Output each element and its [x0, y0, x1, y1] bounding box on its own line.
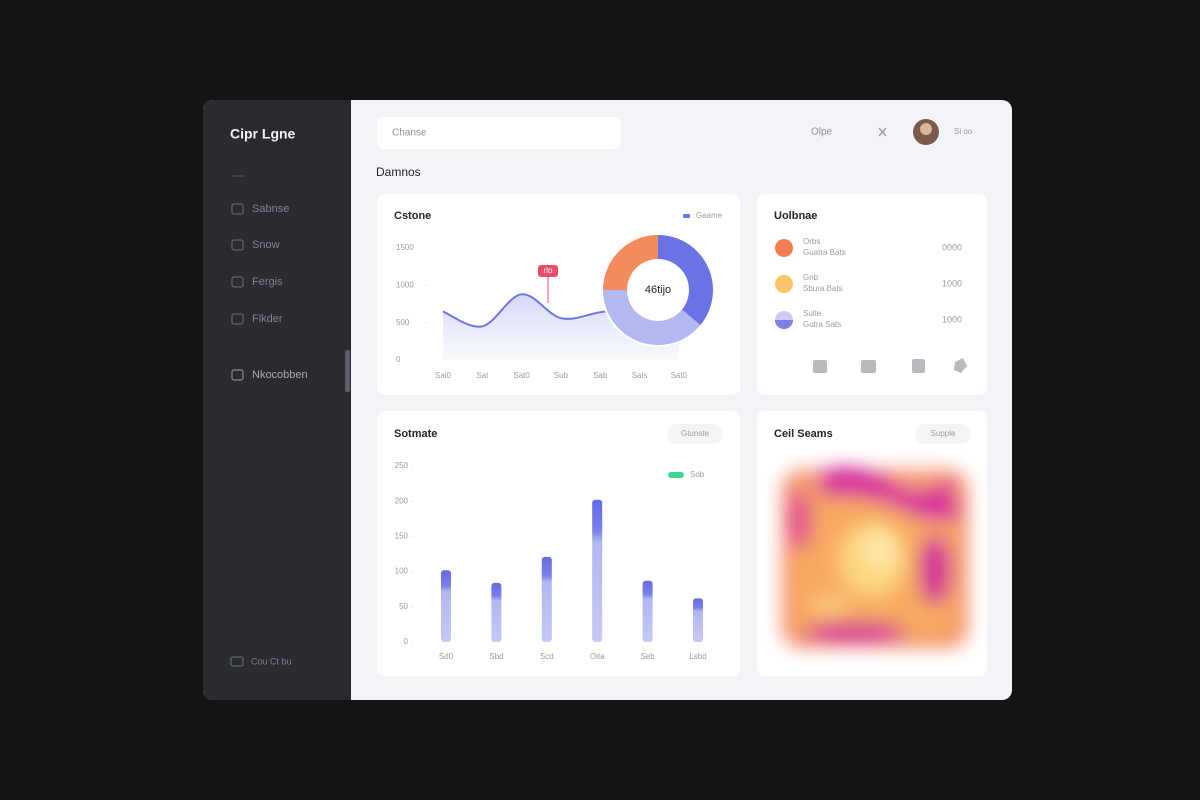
heatmap — [782, 466, 968, 648]
bar — [693, 598, 703, 642]
x-tick-label: Seb — [640, 652, 655, 661]
icon[interactable] — [954, 358, 967, 373]
card-title: Sotmate — [394, 428, 437, 440]
sidebar — [203, 100, 351, 700]
icon-row — [813, 358, 967, 373]
y-tick-label: 1500 — [396, 243, 414, 252]
item-detail: Guatra Bats — [803, 248, 846, 257]
search-box[interactable] — [377, 117, 621, 149]
y-tick-label: 0 — [396, 355, 401, 364]
menu-icon — [231, 203, 244, 215]
item-name: Gnb — [803, 273, 819, 282]
menu-item[interactable]: Flkder — [252, 313, 283, 325]
x-tick-label: Sat0 — [671, 371, 688, 380]
card-title: Cstone — [394, 210, 431, 222]
item-value: 1000 — [942, 278, 962, 288]
menu-icon — [231, 276, 244, 288]
x-tick-label: Sub — [554, 371, 569, 380]
x-tick-label: Sals — [632, 371, 648, 380]
x-tick-label: Lsbd — [689, 652, 706, 661]
close-icon[interactable] — [878, 127, 887, 137]
x-tick-label: Sab — [593, 371, 608, 380]
item-detail: Sbura Bats — [803, 284, 843, 293]
bar — [642, 580, 653, 642]
x-tick-label: Sat — [476, 371, 489, 380]
annotation-pill — [538, 265, 558, 277]
x-tick-label: Oita — [590, 652, 605, 661]
y-tick-label: 150 — [395, 532, 409, 541]
y-tick-label: 100 — [395, 567, 409, 576]
header-link[interactable]: Olpe — [811, 127, 833, 138]
annotation: rlo — [544, 266, 553, 275]
menu-icon — [231, 239, 244, 251]
x-tick-label: Sbd — [489, 652, 503, 661]
icon[interactable] — [813, 360, 827, 373]
menu-item[interactable]: Snow — [252, 239, 280, 251]
legend-label: Gaame — [696, 211, 723, 220]
y-tick-label: 0 — [404, 637, 409, 646]
list-dot — [775, 275, 793, 293]
list-dot-half — [775, 320, 793, 329]
y-tick-label: 250 — [395, 461, 409, 470]
y-tick-label: 50 — [399, 602, 408, 611]
icon[interactable] — [912, 359, 925, 373]
legend-swatch — [683, 214, 690, 218]
button-label[interactable]: Gtunste — [681, 429, 710, 438]
bar — [541, 556, 552, 642]
search-placeholder: Chanse — [392, 128, 427, 139]
section-title: Damnos — [376, 165, 421, 179]
card — [377, 411, 740, 676]
menu-icon — [231, 369, 244, 381]
button-label[interactable]: Supple — [931, 429, 956, 438]
y-tick-label: 200 — [395, 496, 409, 505]
menu-item[interactable]: Sabnse — [252, 203, 289, 215]
bar — [441, 570, 451, 642]
item-name: Orbs — [803, 237, 820, 246]
list-dot — [775, 239, 793, 257]
brand: Cipr Lgne — [230, 126, 296, 142]
button[interactable] — [667, 424, 723, 444]
legend-label: Sob — [690, 470, 705, 479]
avatar-face — [920, 123, 932, 135]
donut-center: 46tijo — [645, 284, 671, 296]
y-tick-label: 500 — [396, 318, 410, 327]
donut-slice — [658, 235, 713, 326]
donut-slice — [603, 235, 658, 290]
icon[interactable] — [861, 360, 876, 373]
menu-item[interactable]: Nkocobben — [252, 369, 308, 381]
legend-swatch — [668, 472, 684, 478]
active-indicator — [345, 350, 350, 392]
x-tick-label: Scd — [540, 652, 554, 661]
menu-item[interactable]: Fergis — [252, 276, 283, 288]
y-tick-label: 1000 — [396, 280, 414, 289]
item-detail: Gutra Sats — [803, 320, 841, 329]
x-tick-label: Sd0 — [439, 652, 454, 661]
bar — [592, 499, 603, 642]
item-value: 0000 — [942, 242, 962, 252]
bar — [491, 582, 502, 642]
menu-icon — [231, 313, 244, 325]
button[interactable] — [915, 424, 971, 444]
x-tick-label: Sat0 — [513, 371, 530, 380]
card-title: Ceil Seams — [774, 428, 833, 440]
x-tick-label: Sai0 — [435, 371, 452, 380]
footer-icon — [230, 656, 244, 667]
user-name[interactable]: Si oo — [954, 127, 973, 136]
card-title: Uolbnae — [774, 210, 817, 222]
footer-text[interactable]: Cou Ct bu — [251, 656, 292, 666]
donut-slice — [603, 290, 701, 345]
item-name: Sulte — [803, 309, 822, 318]
card — [757, 194, 987, 395]
item-value: 1000 — [942, 314, 962, 324]
